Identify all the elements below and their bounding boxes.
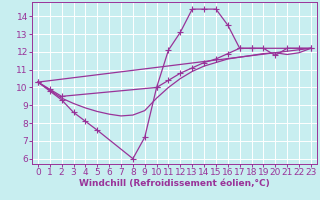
X-axis label: Windchill (Refroidissement éolien,°C): Windchill (Refroidissement éolien,°C)	[79, 179, 270, 188]
